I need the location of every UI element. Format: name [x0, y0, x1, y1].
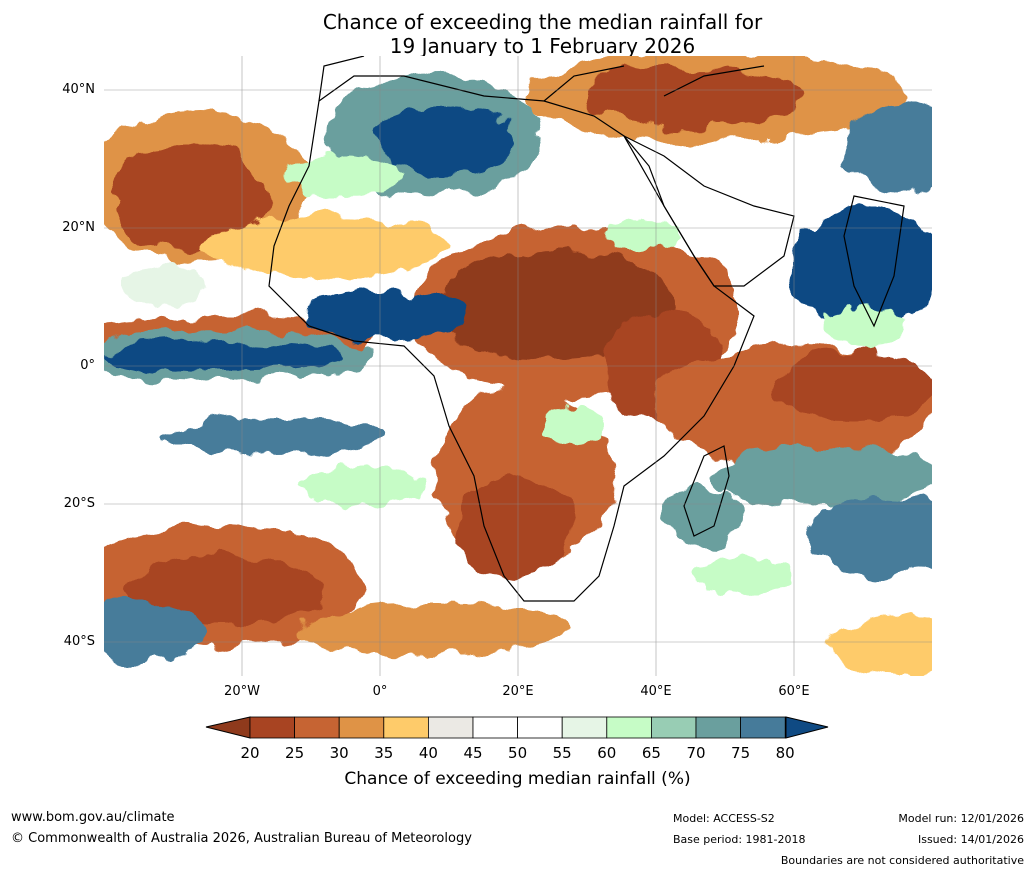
wet-region-s-indian-ocean [714, 446, 932, 506]
probability-field [104, 56, 932, 676]
wet-region-mediterranean-core [374, 106, 514, 176]
colorbar-tick-label: 55 [552, 744, 572, 762]
colorbar-cell [472, 716, 518, 739]
india-coastline [843, 195, 905, 328]
colorbar-cell [561, 716, 608, 739]
colorbar-cell [383, 716, 429, 739]
colorbar-high-arrow [785, 716, 829, 739]
colorbar-cell [606, 716, 652, 739]
footer-copyright: © Commonwealth of Australia 2026, Austra… [11, 831, 472, 846]
light-green-patches [124, 156, 904, 594]
colorbar-cell [517, 716, 563, 739]
colorbar-cell [740, 716, 786, 739]
colorbar-cell [338, 716, 385, 739]
dry-region-w-indian-ocean-core [774, 351, 932, 421]
colorbar-tick-label: 50 [508, 744, 528, 762]
map-title-line-1: Chance of exceeding the median rainfall … [322, 10, 763, 34]
wet-region-gulf-of-guinea [304, 291, 464, 341]
colorbar-cell [695, 716, 741, 739]
wet-region-sw-corner [104, 601, 204, 661]
colorbar-tick-label: 25 [285, 744, 305, 762]
lat-label-40n: 40°N [62, 82, 95, 97]
footer-base-period: Base period: 1981-2018 [673, 833, 806, 846]
footer-website: www.bom.gov.au/climate [11, 810, 175, 825]
colorbar-tick-label: 45 [463, 744, 483, 762]
lat-label-40s: 40°S [63, 634, 95, 649]
lon-label-40e: 40°E [640, 684, 672, 699]
dry-region-n-atlantic-core [109, 141, 269, 251]
colorbar-label: Chance of exceeding median rainfall (%) [344, 769, 691, 789]
footer-disclaimer: Boundaries are not considered authoritat… [780, 854, 1024, 867]
africa-coastline [268, 75, 755, 602]
lon-label-0: 0° [372, 684, 388, 699]
wet-region-central-asia [844, 101, 932, 191]
wet-region-arabian-sea [789, 206, 932, 326]
footer-model-run: Model run: 12/01/2026 [898, 812, 1024, 825]
rainfall-probability-map [104, 56, 932, 676]
colorbar-cell [650, 716, 697, 739]
footer-issued: Issued: 14/01/2026 [917, 833, 1024, 846]
colorbar-tick-label: 40 [418, 744, 438, 762]
colorbar [205, 716, 829, 739]
wet-band-s-atlantic [164, 418, 384, 454]
colorbar-tick-label: 70 [686, 744, 706, 762]
lon-label-20e: 20°E [502, 684, 534, 699]
wet-band-equatorial-atlantic-core [104, 342, 344, 370]
colorbar-tick-label: 20 [240, 744, 260, 762]
map-title-line-2: 19 January to 1 February 2026 [389, 34, 696, 58]
wet-region-madagascar [664, 486, 744, 546]
wet-anomaly-regions [104, 76, 932, 661]
graticule [104, 56, 932, 676]
dry-region-middle-east-core [584, 66, 804, 126]
dry-region-sahel-core [434, 251, 674, 361]
wet-region-se-indian-ocean [804, 496, 932, 576]
lat-label-equator: 0° [80, 358, 95, 373]
europe-coastline [318, 56, 765, 102]
arabian-peninsula-coastline [622, 134, 795, 287]
lon-label-60e: 60°E [778, 684, 810, 699]
dry-region-southern-africa-core [454, 476, 574, 576]
coastlines [268, 56, 905, 602]
colorbar-cells [249, 716, 786, 739]
dry-anomaly-regions [104, 56, 932, 676]
colorbar-cell [249, 716, 295, 739]
lat-label-20s: 20°S [63, 496, 95, 511]
colorbar-tick-label: 75 [731, 744, 751, 762]
dry-region-se-corner [834, 616, 932, 676]
colorbar-tick-label: 60 [597, 744, 617, 762]
colorbar-tick-label: 80 [775, 744, 795, 762]
colorbar-tick-label: 35 [374, 744, 394, 762]
colorbar-cell [427, 716, 474, 739]
colorbar-cell [294, 716, 340, 739]
dry-band-west-africa [204, 216, 444, 276]
dry-band-southern-ocean [294, 606, 574, 656]
colorbar-tick-label: 65 [641, 744, 661, 762]
footer-model: Model: ACCESS-S2 [673, 812, 775, 825]
lat-label-20n: 20°N [62, 220, 95, 235]
lon-label-20w: 20°W [224, 684, 260, 699]
madagascar-coastline [683, 445, 730, 537]
colorbar-low-arrow [205, 716, 251, 739]
colorbar-tick-label: 30 [329, 744, 349, 762]
